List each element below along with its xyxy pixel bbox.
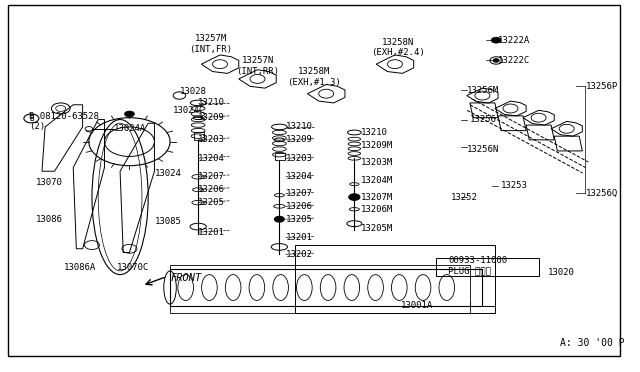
Text: 13204: 13204 (285, 172, 312, 181)
Text: 13252: 13252 (451, 193, 478, 202)
Text: 13020: 13020 (548, 268, 575, 277)
Text: 13204M: 13204M (360, 176, 393, 185)
Circle shape (493, 59, 499, 62)
Text: 13085: 13085 (154, 217, 181, 225)
Text: 13070: 13070 (36, 178, 63, 187)
Text: 13203: 13203 (285, 154, 312, 163)
Text: 13028: 13028 (179, 87, 206, 96)
Bar (170, 265, 470, 313)
Text: 13201: 13201 (198, 228, 225, 237)
Text: A: 30 '00 P: A: 30 '00 P (561, 338, 625, 348)
Text: 13209: 13209 (198, 113, 225, 122)
Circle shape (56, 106, 66, 112)
Circle shape (124, 111, 134, 117)
Text: 13205: 13205 (285, 215, 312, 224)
Text: 13206M: 13206M (360, 205, 393, 215)
Text: 13205: 13205 (198, 198, 225, 207)
Text: 13253: 13253 (501, 182, 528, 190)
Text: 13210: 13210 (360, 128, 387, 137)
Text: 13257M
(INT,FR): 13257M (INT,FR) (189, 34, 232, 54)
Text: 13202: 13202 (285, 250, 312, 259)
Text: 13222C: 13222C (498, 56, 531, 65)
Text: 13070C: 13070C (117, 263, 149, 272)
Bar (436, 258, 539, 276)
Text: 13024: 13024 (154, 169, 181, 177)
Text: 13258M
(EXH,#1.3): 13258M (EXH,#1.3) (287, 67, 340, 87)
Text: 13203M: 13203M (360, 157, 393, 167)
Circle shape (349, 194, 360, 201)
Text: B: B (29, 114, 34, 123)
Text: 13209M: 13209M (360, 141, 393, 150)
Text: 13203: 13203 (198, 135, 225, 144)
Text: 13207: 13207 (285, 189, 312, 198)
Text: 13256P: 13256P (586, 82, 618, 91)
Text: 13258N
(EXH,#2.4): 13258N (EXH,#2.4) (371, 38, 425, 57)
Text: 13210: 13210 (285, 122, 312, 131)
Text: 13257N
(INT,RR): 13257N (INT,RR) (236, 56, 279, 76)
Text: 13256: 13256 (470, 115, 497, 124)
Text: 13207M: 13207M (360, 193, 393, 202)
Text: 13256M: 13256M (467, 86, 499, 94)
Text: 13086A: 13086A (64, 263, 96, 272)
Text: 00933-11000
PLUG プラグ: 00933-11000 PLUG プラグ (448, 256, 507, 275)
Text: FRONT: FRONT (170, 273, 202, 283)
Text: B 08120-63528
(2): B 08120-63528 (2) (29, 112, 99, 131)
Text: 13001A: 13001A (401, 301, 433, 311)
Text: 13086: 13086 (36, 215, 63, 224)
Text: 13222A: 13222A (498, 36, 531, 45)
Bar (194, 132, 204, 140)
Bar (275, 153, 285, 160)
Text: 13256Q: 13256Q (586, 189, 618, 198)
Text: 13201: 13201 (285, 233, 312, 242)
Circle shape (275, 216, 284, 222)
Text: 13209: 13209 (285, 135, 312, 144)
Text: 13210: 13210 (198, 99, 225, 108)
Text: 13206: 13206 (285, 202, 312, 211)
Text: 13256N: 13256N (467, 145, 499, 154)
Text: 13205M: 13205M (360, 224, 393, 233)
Bar (295, 245, 495, 313)
Text: 13024C: 13024C (173, 106, 205, 115)
Bar (170, 269, 483, 306)
Text: 13207: 13207 (198, 172, 225, 181)
Circle shape (491, 37, 501, 43)
Text: 13206: 13206 (198, 185, 225, 194)
Text: 13024A: 13024A (114, 124, 146, 133)
Text: 13204: 13204 (198, 154, 225, 163)
